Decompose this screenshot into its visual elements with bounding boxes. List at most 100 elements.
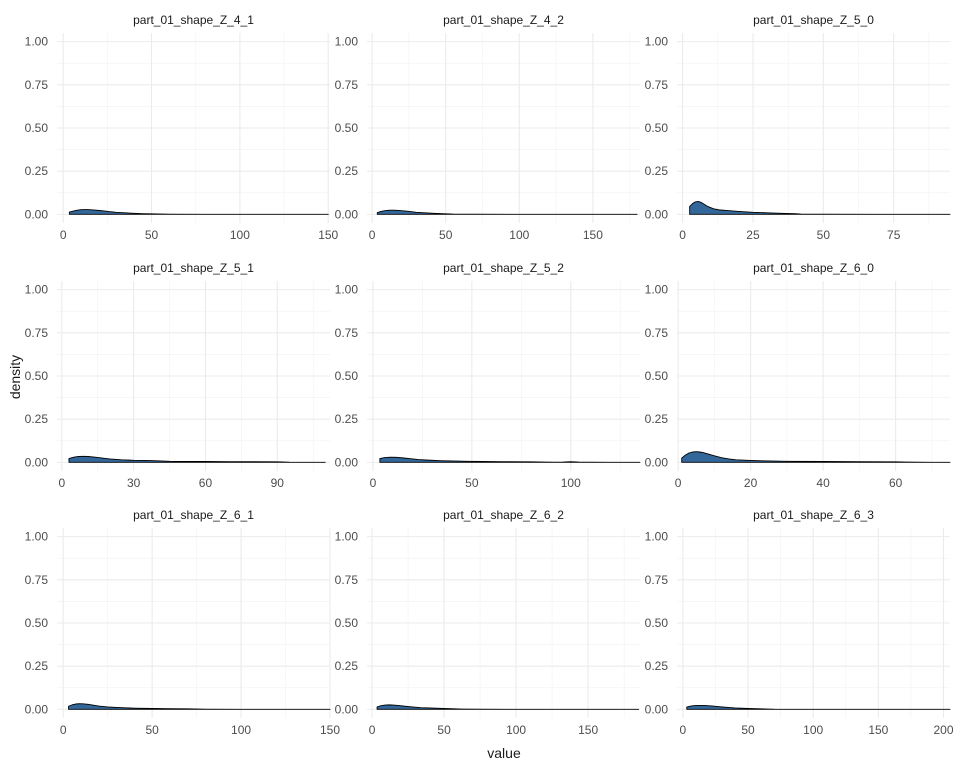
- y-tick-label: 1.00: [645, 283, 669, 297]
- x-tick-label: 0: [58, 476, 65, 490]
- x-tick-label: 150: [320, 723, 340, 737]
- x-tick-label: 60: [889, 476, 903, 490]
- density-area: [689, 200, 951, 215]
- density-area: [376, 209, 638, 215]
- facet-panel: part_01_shape_Z_4_2 0.00 0.25 0.50 0.75 1.00 0…: [335, 13, 640, 242]
- y-tick-label: 0.50: [645, 616, 669, 630]
- y-tick-label: 0.00: [25, 455, 49, 469]
- facet-panel: part_01_shape_Z_5_2 0.00 0.25 0.50 0.75 1.00 0…: [335, 261, 641, 490]
- panel-title: part_01_shape_Z_4_2: [443, 13, 564, 27]
- x-tick-label: 20: [744, 476, 758, 490]
- panel-title: part_01_shape_Z_6_0: [753, 261, 874, 275]
- x-tick-label: 100: [509, 228, 529, 242]
- facet-panel: part_01_shape_Z_5_0 0.00 0.25 0.50 0.75 1.00 0…: [645, 13, 951, 242]
- facet-panel: part_01_shape_Z_6_3 0.00 0.25 0.50 0.75 1.00 0…: [645, 508, 954, 737]
- x-tick-label: 50: [145, 723, 159, 737]
- facet-panel: part_01_shape_Z_6_2 0.00 0.25 0.50 0.75 1.00 0…: [335, 508, 640, 737]
- y-tick-label: 0.50: [645, 121, 669, 135]
- x-tick-label: 0: [370, 476, 377, 490]
- x-tick-label: 0: [60, 228, 67, 242]
- panel-title: part_01_shape_Z_5_0: [753, 13, 874, 27]
- facet-panel: part_01_shape_Z_6_1 0.00 0.25 0.50 0.75 1.00 0…: [25, 508, 341, 737]
- y-tick-label: 0.75: [335, 78, 359, 92]
- density-area: [68, 703, 331, 710]
- y-tick-label: 0.25: [25, 412, 49, 426]
- density-area: [376, 704, 640, 710]
- y-tick-label: 0.50: [335, 616, 359, 630]
- facet-panels: part_01_shape_Z_4_1 0.00 0.25 0.50 0.75 1.00 0…: [25, 13, 954, 737]
- x-tick-label: 150: [868, 723, 888, 737]
- x-tick-label: 25: [746, 228, 760, 242]
- x-tick-label: 50: [437, 723, 451, 737]
- y-tick-label: 0.25: [645, 164, 669, 178]
- y-tick-label: 1.00: [335, 283, 359, 297]
- y-tick-label: 0.50: [645, 369, 669, 383]
- x-tick-label: 75: [887, 228, 901, 242]
- density-area: [68, 209, 329, 215]
- y-tick-label: 0.75: [645, 78, 669, 92]
- panel-title: part_01_shape_Z_5_1: [133, 261, 254, 275]
- x-tick-label: 100: [230, 228, 250, 242]
- y-tick-label: 0.50: [335, 121, 359, 135]
- x-tick-label: 150: [578, 723, 598, 737]
- y-tick-label: 0.50: [25, 369, 49, 383]
- x-tick-label: 50: [741, 723, 755, 737]
- y-axis-title: density: [7, 355, 23, 399]
- y-tick-label: 0.00: [335, 207, 359, 221]
- y-tick-label: 0.00: [645, 455, 669, 469]
- panel-title: part_01_shape_Z_5_2: [443, 261, 564, 275]
- y-tick-label: 0.75: [645, 326, 669, 340]
- y-tick-label: 1.00: [645, 35, 669, 49]
- y-tick-label: 0.25: [335, 659, 359, 673]
- x-tick-label: 200: [933, 723, 953, 737]
- density-area: [68, 455, 326, 463]
- x-tick-label: 60: [199, 476, 213, 490]
- y-tick-label: 1.00: [645, 530, 669, 544]
- facet-panel: part_01_shape_Z_5_1 0.00 0.25 0.50 0.75 1.00 0…: [25, 261, 330, 490]
- density-area: [379, 456, 641, 463]
- y-tick-label: 0.25: [645, 412, 669, 426]
- x-tick-label: 0: [369, 228, 376, 242]
- y-tick-label: 0.75: [25, 326, 49, 340]
- y-tick-label: 0.75: [25, 78, 49, 92]
- facet-panel: part_01_shape_Z_6_0 0.00 0.25 0.50 0.75 1.00 0…: [645, 261, 951, 490]
- panel-title: part_01_shape_Z_4_1: [133, 13, 254, 27]
- y-tick-label: 0.00: [25, 207, 49, 221]
- y-tick-label: 1.00: [25, 530, 49, 544]
- y-tick-label: 1.00: [25, 35, 49, 49]
- density-area: [681, 451, 951, 463]
- y-tick-label: 0.00: [645, 702, 669, 716]
- x-tick-label: 150: [583, 228, 603, 242]
- y-tick-label: 0.25: [25, 164, 49, 178]
- density-area: [686, 704, 951, 710]
- y-tick-label: 0.25: [335, 412, 359, 426]
- y-tick-label: 0.75: [25, 573, 49, 587]
- x-tick-label: 0: [60, 723, 67, 737]
- x-tick-label: 50: [817, 228, 831, 242]
- y-tick-label: 0.75: [645, 573, 669, 587]
- y-tick-label: 0.00: [25, 702, 49, 716]
- x-tick-label: 90: [271, 476, 285, 490]
- y-tick-label: 1.00: [335, 530, 359, 544]
- x-tick-label: 0: [369, 723, 376, 737]
- y-tick-label: 0.25: [335, 164, 359, 178]
- y-tick-label: 0.50: [335, 369, 359, 383]
- x-tick-label: 0: [680, 723, 687, 737]
- y-tick-label: 1.00: [25, 283, 49, 297]
- y-tick-label: 1.00: [335, 35, 359, 49]
- x-tick-label: 0: [675, 476, 682, 490]
- y-tick-label: 0.00: [335, 702, 359, 716]
- x-tick-label: 30: [127, 476, 141, 490]
- x-tick-label: 100: [561, 476, 581, 490]
- y-tick-label: 0.25: [645, 659, 669, 673]
- x-tick-label: 100: [506, 723, 526, 737]
- y-tick-label: 0.50: [25, 121, 49, 135]
- x-tick-label: 50: [145, 228, 159, 242]
- y-tick-label: 0.00: [645, 207, 669, 221]
- panel-title: part_01_shape_Z_6_2: [443, 508, 564, 522]
- x-tick-label: 50: [439, 228, 453, 242]
- panel-title: part_01_shape_Z_6_1: [133, 508, 254, 522]
- y-tick-label: 0.75: [335, 573, 359, 587]
- x-tick-label: 100: [803, 723, 823, 737]
- x-axis-title: value: [487, 745, 521, 761]
